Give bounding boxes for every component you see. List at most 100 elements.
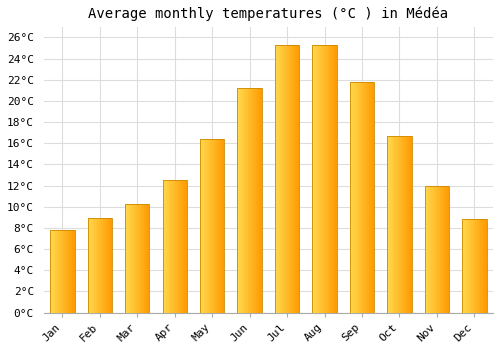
Bar — [362, 82, 363, 313]
Bar — [320, 45, 321, 313]
Bar — [145, 204, 146, 313]
Bar — [184, 180, 185, 313]
Bar — [363, 82, 364, 313]
Bar — [462, 219, 463, 313]
Bar — [447, 186, 448, 313]
Bar — [206, 139, 208, 313]
Bar — [170, 180, 171, 313]
Bar — [111, 218, 112, 313]
Bar — [322, 45, 324, 313]
Bar — [249, 88, 250, 313]
Bar — [279, 45, 280, 313]
Bar — [290, 45, 291, 313]
Bar — [406, 136, 407, 313]
Bar — [406, 136, 408, 313]
Bar — [477, 219, 478, 313]
Bar — [464, 219, 465, 313]
Bar — [388, 136, 411, 313]
Bar — [248, 88, 249, 313]
Bar — [141, 204, 142, 313]
Bar — [104, 218, 106, 313]
Bar — [58, 230, 59, 313]
Bar — [64, 230, 65, 313]
Bar — [332, 45, 333, 313]
Bar — [50, 230, 51, 313]
Bar — [168, 180, 170, 313]
Bar — [350, 82, 374, 313]
Bar — [424, 186, 426, 313]
Bar — [98, 218, 100, 313]
Bar — [106, 218, 107, 313]
Bar — [163, 180, 164, 313]
Bar — [473, 219, 474, 313]
Bar — [328, 45, 329, 313]
Bar — [327, 45, 328, 313]
Bar — [165, 180, 166, 313]
Bar — [133, 204, 134, 313]
Bar — [319, 45, 320, 313]
Bar — [162, 180, 187, 313]
Bar — [182, 180, 184, 313]
Bar — [217, 139, 218, 313]
Bar — [110, 218, 111, 313]
Bar — [171, 180, 172, 313]
Bar — [167, 180, 168, 313]
Bar — [353, 82, 354, 313]
Bar — [289, 45, 290, 313]
Bar — [474, 219, 475, 313]
Bar — [256, 88, 257, 313]
Bar — [88, 218, 112, 313]
Bar — [52, 230, 54, 313]
Bar — [434, 186, 435, 313]
Bar — [211, 139, 212, 313]
Bar — [469, 219, 470, 313]
Bar — [260, 88, 261, 313]
Bar — [238, 88, 240, 313]
Bar — [129, 204, 130, 313]
Bar — [326, 45, 327, 313]
Bar — [296, 45, 297, 313]
Bar — [179, 180, 180, 313]
Bar — [240, 88, 241, 313]
Bar — [130, 204, 131, 313]
Bar — [66, 230, 68, 313]
Bar — [468, 219, 469, 313]
Bar — [275, 45, 299, 313]
Bar — [288, 45, 289, 313]
Bar — [284, 45, 286, 313]
Bar — [185, 180, 186, 313]
Bar — [467, 219, 468, 313]
Bar — [280, 45, 281, 313]
Bar — [223, 139, 224, 313]
Bar — [254, 88, 255, 313]
Bar — [329, 45, 330, 313]
Bar — [60, 230, 61, 313]
Bar — [287, 45, 288, 313]
Bar — [445, 186, 446, 313]
Bar — [164, 180, 165, 313]
Bar — [166, 180, 167, 313]
Bar — [358, 82, 359, 313]
Bar — [143, 204, 144, 313]
Bar — [404, 136, 405, 313]
Bar — [440, 186, 441, 313]
Bar — [132, 204, 133, 313]
Bar — [437, 186, 438, 313]
Bar — [148, 204, 149, 313]
Bar — [62, 230, 63, 313]
Bar — [201, 139, 202, 313]
Bar — [410, 136, 411, 313]
Bar — [94, 218, 95, 313]
Bar — [139, 204, 140, 313]
Bar — [315, 45, 316, 313]
Bar — [435, 186, 436, 313]
Bar — [97, 218, 98, 313]
Bar — [244, 88, 245, 313]
Bar — [209, 139, 210, 313]
Bar — [312, 45, 336, 313]
Bar — [484, 219, 486, 313]
Bar — [472, 219, 473, 313]
Bar — [142, 204, 143, 313]
Bar — [138, 204, 139, 313]
Bar — [334, 45, 335, 313]
